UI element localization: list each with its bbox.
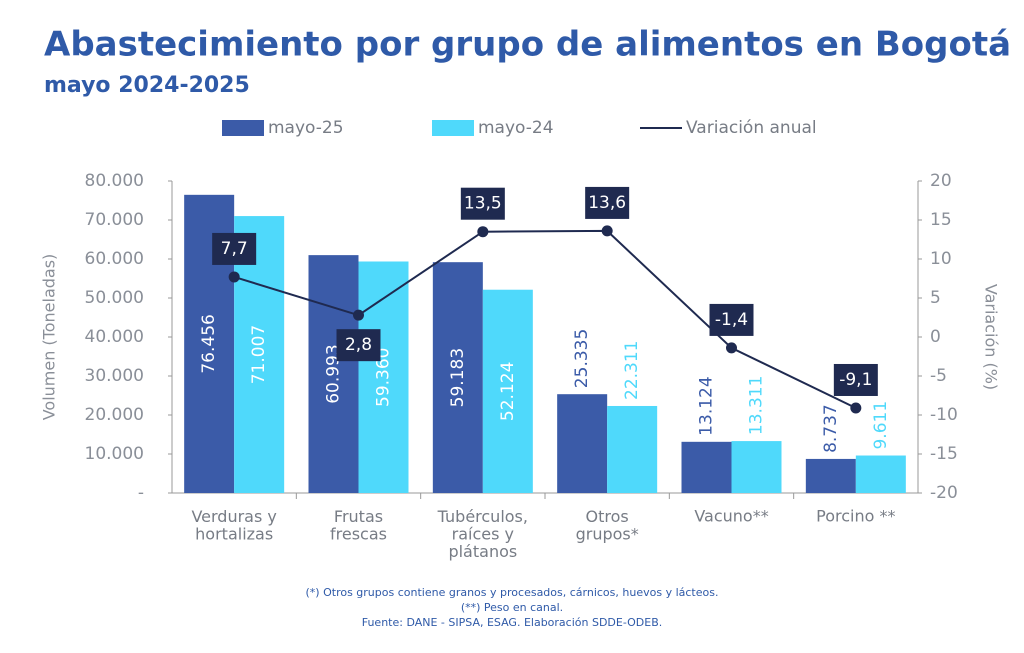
y-tick-label: - bbox=[138, 483, 144, 503]
value-label: 13,6 bbox=[588, 193, 626, 213]
footnote: (*) Otros grupos contiene granos y proce… bbox=[306, 586, 719, 599]
bar bbox=[358, 261, 409, 493]
bar bbox=[731, 441, 782, 493]
legend-label: mayo-24 bbox=[478, 118, 554, 138]
value-label: -9,1 bbox=[839, 370, 872, 390]
line bbox=[233, 229, 857, 409]
value-label: 59.360 bbox=[374, 348, 394, 407]
y2-axis-title: Variación (%) bbox=[982, 284, 1001, 390]
value-label: 7,7 bbox=[221, 239, 248, 259]
x-tick-label: Otros grupos* bbox=[576, 507, 639, 544]
value-label: 71.007 bbox=[249, 325, 269, 384]
line-point bbox=[601, 225, 613, 237]
y2-tick-label: 20 bbox=[930, 171, 952, 191]
line-point bbox=[726, 342, 737, 354]
value-label: -1,4 bbox=[715, 310, 748, 330]
value-label: 2,8 bbox=[345, 335, 372, 355]
y-axis-title: Volumen (Toneladas) bbox=[40, 254, 59, 421]
y-tick-label: 50.000 bbox=[85, 288, 144, 308]
x-tick-label: Frutas frescas bbox=[330, 507, 387, 544]
x-tick-label: Tubérculos, raíces y plátanos bbox=[437, 507, 528, 561]
y-tick-label: 20.000 bbox=[85, 405, 144, 425]
bar bbox=[805, 458, 856, 493]
bar bbox=[557, 394, 608, 493]
y-tick-label: 40.000 bbox=[85, 327, 144, 347]
x-tick-label: Verduras y hortalizas bbox=[191, 507, 276, 544]
legend-swatch bbox=[222, 120, 264, 136]
y2-tick-label: 0 bbox=[930, 327, 941, 347]
y-tick-label: 80.000 bbox=[85, 171, 144, 191]
value-label: 52.124 bbox=[498, 362, 518, 421]
chart-title: Abastecimiento por grupo de alimentos en… bbox=[44, 25, 1011, 65]
line-point bbox=[353, 309, 364, 321]
legend-label: mayo-25 bbox=[268, 118, 344, 138]
label-box bbox=[460, 187, 505, 220]
value-label: 13.311 bbox=[747, 376, 767, 435]
bar bbox=[432, 262, 483, 493]
label-box bbox=[833, 363, 878, 396]
y2-tick-label: 15 bbox=[930, 210, 952, 230]
y2-tick-label: 5 bbox=[930, 288, 941, 308]
line-point bbox=[477, 226, 489, 238]
value-label: 22.311 bbox=[622, 341, 642, 400]
bar bbox=[308, 255, 359, 493]
y2-tick-label: -15 bbox=[930, 444, 958, 464]
legend-swatch bbox=[432, 120, 474, 136]
bar bbox=[607, 405, 658, 493]
y-tick-label: 10.000 bbox=[85, 444, 144, 464]
line-point bbox=[228, 271, 240, 283]
legend-label: Variación anual bbox=[686, 118, 817, 138]
value-label: 25.335 bbox=[572, 329, 592, 388]
x-tick-label: Porcino ** bbox=[816, 507, 895, 526]
value-label: 13.124 bbox=[697, 376, 717, 435]
bar bbox=[855, 455, 906, 493]
y2-tick-label: 10 bbox=[930, 249, 952, 269]
footnote: (**) Peso en canal. bbox=[461, 601, 563, 614]
label-box bbox=[709, 303, 754, 336]
y2-tick-label: -20 bbox=[930, 483, 958, 503]
line-point bbox=[850, 402, 862, 414]
y2-tick-label: -10 bbox=[930, 405, 958, 425]
y2-tick-label: -5 bbox=[930, 366, 947, 386]
y-tick-label: 60.000 bbox=[85, 249, 144, 269]
x-tick-label: Vacuno** bbox=[694, 507, 768, 526]
value-label: 13,5 bbox=[464, 194, 502, 214]
bar bbox=[482, 289, 533, 493]
value-label: 9.611 bbox=[871, 401, 891, 450]
y-tick-label: 70.000 bbox=[85, 210, 144, 230]
value-label: 8.737 bbox=[821, 404, 841, 453]
bar bbox=[681, 441, 732, 493]
y-tick-label: 30.000 bbox=[85, 366, 144, 386]
value-label: 76.456 bbox=[199, 314, 219, 373]
label-box bbox=[585, 186, 630, 219]
label-box bbox=[336, 329, 381, 362]
value-label: 59.183 bbox=[448, 348, 468, 407]
label-box bbox=[212, 232, 257, 265]
chart-subtitle: mayo 2024-2025 bbox=[44, 73, 250, 98]
footnote: Fuente: DANE - SIPSA, ESAG. Elaboración … bbox=[362, 616, 663, 629]
